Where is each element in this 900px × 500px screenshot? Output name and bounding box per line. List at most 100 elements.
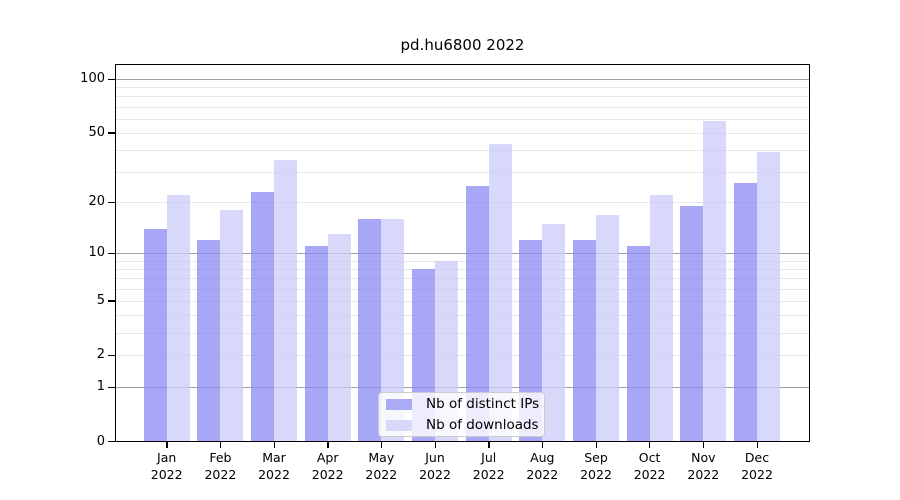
x-tick-year: 2022 [741, 466, 773, 482]
x-tick-label-nov: Nov 2022 [673, 449, 733, 483]
chart-title: pd.hu6800 2022 [400, 36, 525, 54]
legend-entry-downloads: Nb of downloads [386, 417, 544, 434]
x-tick-label-dec: Dec 2022 [727, 449, 787, 483]
bar-distinct-ips-oct [626, 246, 650, 441]
x-tick-year: 2022 [419, 466, 451, 482]
gridline-minor [116, 260, 809, 262]
legend-label-distinct-ips: Nb of distinct IPs [426, 396, 540, 412]
bar-downloads-may [381, 219, 405, 441]
y-axis-tick [108, 201, 115, 204]
x-tick-label-sep: Sep 2022 [566, 449, 626, 483]
bar-downloads-aug [542, 223, 566, 441]
y-tick-label: 2 [96, 347, 105, 363]
gridline-minor [116, 118, 809, 120]
x-tick-year: 2022 [472, 466, 505, 482]
gridline-minor [116, 106, 809, 108]
y-axis-tick [108, 354, 115, 357]
y-tick-label: 1 [96, 379, 105, 395]
gridline-minor [116, 171, 809, 173]
x-tick-label-may: May 2022 [351, 449, 411, 483]
bar-downloads-apr [327, 234, 351, 441]
bar-distinct-ips-feb [197, 240, 221, 441]
gridline-minor [116, 300, 809, 302]
bar-distinct-ips-nov [680, 206, 704, 441]
gridline-minor [116, 315, 809, 317]
x-tick-year: 2022 [365, 466, 398, 482]
x-tick-label-mar: Mar 2022 [244, 449, 304, 483]
bar-distinct-ips-mar [251, 191, 274, 441]
gridline-minor [116, 355, 809, 357]
y-tick-label: 20 [88, 194, 105, 210]
bar-downloads-oct [649, 195, 673, 441]
y-tick-label: 100 [80, 71, 105, 86]
x-tick-year: 2022 [526, 466, 559, 482]
gridline-minor [116, 332, 809, 334]
bar-downloads-jul [488, 144, 512, 441]
gridline-minor [116, 132, 809, 134]
x-axis-tick [219, 442, 222, 448]
x-tick-year: 2022 [633, 466, 666, 482]
bar-distinct-ips-jul [465, 185, 489, 441]
gridline-minor [116, 87, 809, 89]
x-axis-tick [649, 442, 651, 448]
x-tick-label-jun: Jun 2022 [405, 449, 465, 483]
x-tick-label-jan: Jan 2022 [137, 449, 197, 483]
x-tick-label-feb: Feb 2022 [190, 449, 250, 483]
x-axis-tick [166, 442, 168, 448]
legend: Nb of distinct IPs Nb of downloads [378, 392, 545, 437]
bar-downloads-sep [596, 214, 619, 441]
x-tick-year: 2022 [150, 466, 183, 482]
y-axis-tick [108, 252, 115, 255]
y-tick-label: 10 [88, 245, 105, 261]
x-tick-label-apr: Apr 2022 [298, 449, 358, 483]
x-axis-tick [488, 442, 490, 448]
x-tick-year: 2022 [204, 466, 237, 482]
y-axis-tick [108, 441, 115, 443]
bar-distinct-ips-aug [519, 240, 543, 441]
x-tick-label-aug: Aug 2022 [512, 449, 572, 483]
x-axis-tick [541, 442, 544, 448]
x-axis-tick [702, 442, 705, 448]
x-axis-tick [380, 442, 383, 448]
legend-entry-distinct-ips: Nb of distinct IPs [386, 396, 544, 413]
x-axis-tick [595, 442, 597, 448]
x-axis-tick [756, 442, 758, 448]
gridline-minor [116, 96, 809, 98]
x-axis-tick [434, 442, 436, 448]
x-axis-tick [327, 442, 329, 448]
bar-downloads-feb [220, 210, 244, 441]
x-tick-year: 2022 [580, 466, 612, 482]
y-axis-tick [108, 386, 115, 388]
x-tick-label-oct: Oct 2022 [620, 449, 680, 483]
gridline-major [116, 79, 809, 80]
bar-distinct-ips-jan [143, 228, 167, 441]
x-tick-label-jul: Jul 2022 [459, 449, 519, 483]
bar-downloads-nov [703, 121, 727, 441]
x-tick-year: 2022 [258, 466, 290, 482]
gridline-minor [116, 149, 809, 151]
y-axis-tick [108, 300, 115, 302]
y-tick-label: 0 [96, 433, 105, 449]
gridline-major [116, 387, 809, 389]
bar-downloads-mar [274, 160, 297, 441]
legend-swatch-downloads [386, 419, 412, 431]
y-axis-tick [108, 78, 115, 80]
bar-distinct-ips-sep [573, 240, 596, 441]
x-tick-year: 2022 [687, 466, 720, 482]
bar-downloads-jan [166, 195, 190, 441]
y-tick-label: 50 [88, 124, 105, 140]
legend-swatch-distinct-ips [386, 398, 412, 410]
x-tick-year: 2022 [311, 466, 344, 482]
bar-distinct-ips-may [358, 219, 382, 441]
gridline-minor [116, 268, 809, 270]
bar-downloads-dec [757, 151, 780, 441]
legend-label-downloads: Nb of downloads [426, 417, 539, 433]
gridline-minor [116, 288, 809, 290]
gridline-major [116, 253, 809, 255]
bar-distinct-ips-dec [734, 182, 757, 441]
gridline-minor [116, 202, 809, 204]
y-axis-tick [108, 132, 115, 134]
y-tick-label: 5 [96, 292, 105, 308]
bar-distinct-ips-apr [304, 246, 328, 441]
